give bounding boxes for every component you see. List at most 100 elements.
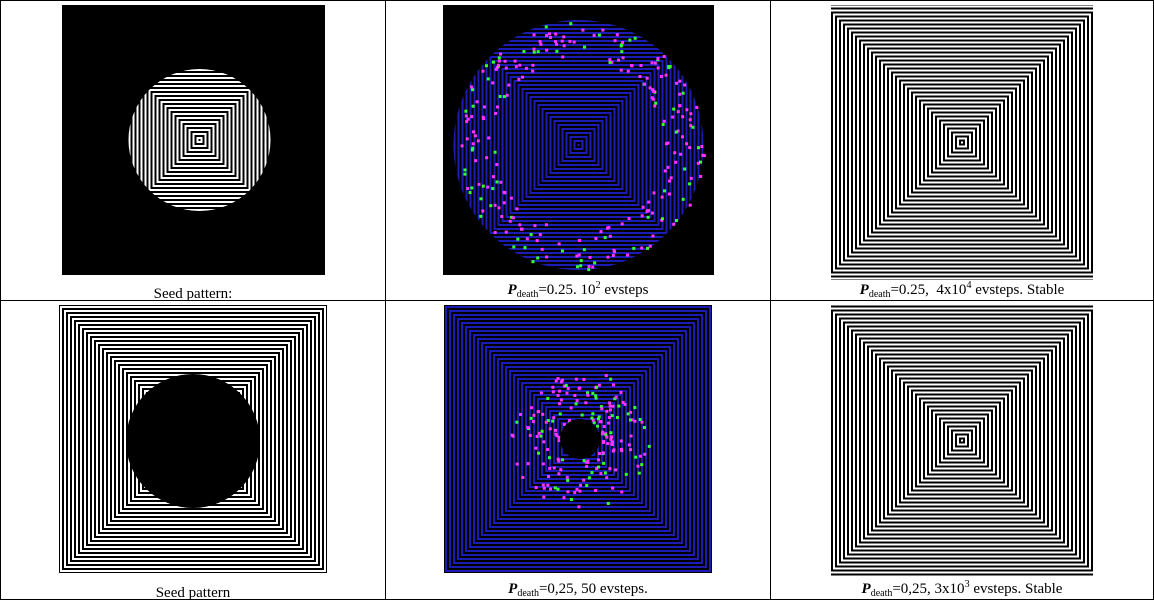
- speckle: [521, 475, 525, 479]
- speckle: [650, 234, 654, 238]
- speckle: [650, 211, 654, 215]
- speckle: [628, 418, 632, 422]
- maze-stripe: [847, 325, 1077, 556]
- maze-stripe: [475, 42, 681, 248]
- caption-symbol: P: [507, 282, 517, 298]
- maze-stripe: [571, 138, 585, 152]
- speckle: [677, 92, 681, 96]
- speckle: [530, 260, 534, 264]
- speckle: [544, 223, 548, 227]
- speckle: [517, 223, 521, 227]
- caption-symbol: P: [859, 282, 869, 298]
- speckle: [520, 227, 524, 231]
- speckle: [470, 88, 474, 92]
- maze-stripe: [70, 316, 316, 562]
- maze-stripe: [148, 89, 250, 191]
- speckle: [548, 487, 552, 491]
- maze-stripe: [915, 393, 1009, 488]
- speckle: [529, 233, 533, 237]
- speckle: [486, 77, 490, 81]
- speckle: [610, 414, 614, 418]
- speckle: [558, 412, 562, 416]
- maze-stripe: [843, 23, 1081, 262]
- caption-symbol: P: [508, 581, 518, 597]
- speckle: [491, 60, 495, 64]
- speckle: [495, 105, 499, 109]
- maze-stripe: [180, 121, 218, 159]
- speckle: [619, 68, 623, 72]
- speckle: [497, 59, 501, 63]
- speckle: [688, 124, 692, 128]
- maze-stripe: [555, 122, 601, 168]
- speckle: [587, 264, 591, 268]
- maze-stripe: [551, 118, 605, 172]
- maze-stripe: [78, 324, 308, 554]
- speckle: [606, 442, 610, 446]
- speckle: [688, 118, 692, 122]
- speckle: [575, 265, 579, 269]
- maze-stripe: [839, 317, 1085, 564]
- maze-stripe: [503, 364, 653, 514]
- speckle: [529, 416, 533, 420]
- maze-stripe: [931, 111, 993, 174]
- speckle: [463, 168, 467, 172]
- maze-stripe: [559, 126, 597, 164]
- speckle: [612, 248, 616, 252]
- maze-stripe: [911, 389, 1013, 492]
- maze-stripe: [883, 63, 1041, 222]
- speckle: [633, 419, 637, 423]
- speckle: [673, 160, 677, 164]
- speckle: [610, 440, 614, 444]
- caption: Seed pattern: [1, 585, 385, 602]
- maze-stripe: [503, 70, 653, 220]
- speckle: [567, 39, 571, 43]
- caption-superscript: 2: [595, 280, 601, 291]
- speckle: [609, 377, 613, 381]
- speckle: [593, 236, 597, 240]
- maze-stripe: [879, 59, 1045, 226]
- maze-stripe: [140, 81, 258, 199]
- maze-stripe: [110, 356, 276, 522]
- speckle: [498, 52, 502, 56]
- speckle: [494, 163, 498, 167]
- speckle: [552, 416, 556, 420]
- speckle: [600, 407, 604, 411]
- speckle: [553, 32, 557, 36]
- blue-fill: [453, 20, 703, 270]
- maze-stripe: [192, 133, 206, 147]
- speckle: [671, 107, 675, 111]
- speckle: [603, 471, 607, 475]
- speckle: [655, 57, 659, 61]
- speckle: [650, 88, 654, 92]
- caption: Pdeath=0.25, 4x104 evsteps. Stable: [771, 277, 1153, 303]
- speckle: [627, 443, 631, 447]
- speckle: [584, 460, 588, 464]
- speckle: [579, 259, 583, 263]
- speckle: [680, 115, 684, 119]
- maze-stripe: [863, 43, 1061, 242]
- speckle: [553, 428, 557, 432]
- speckle: [608, 416, 612, 420]
- speckle: [517, 63, 521, 67]
- speckle: [551, 390, 555, 394]
- speckle: [513, 59, 517, 63]
- speckle: [484, 64, 488, 68]
- table-row: Seed pattern Pdeath=0,25, 50 evsteps. Pd…: [0, 300, 1154, 602]
- speckle: [546, 418, 550, 422]
- cell-image: [442, 5, 714, 275]
- maze-stripe: [547, 408, 609, 470]
- speckle: [640, 420, 644, 424]
- speckle: [582, 478, 586, 482]
- cell-image: [59, 305, 327, 573]
- speckle: [643, 452, 647, 456]
- speckle: [599, 420, 603, 424]
- speckle: [538, 42, 542, 46]
- speckle: [508, 219, 512, 223]
- speckle: [606, 225, 610, 229]
- speckle: [557, 472, 561, 476]
- speckle: [547, 32, 551, 36]
- speckle: [615, 416, 619, 420]
- maze-stripe: [90, 336, 296, 542]
- speckle: [544, 48, 548, 52]
- speckle: [569, 406, 573, 410]
